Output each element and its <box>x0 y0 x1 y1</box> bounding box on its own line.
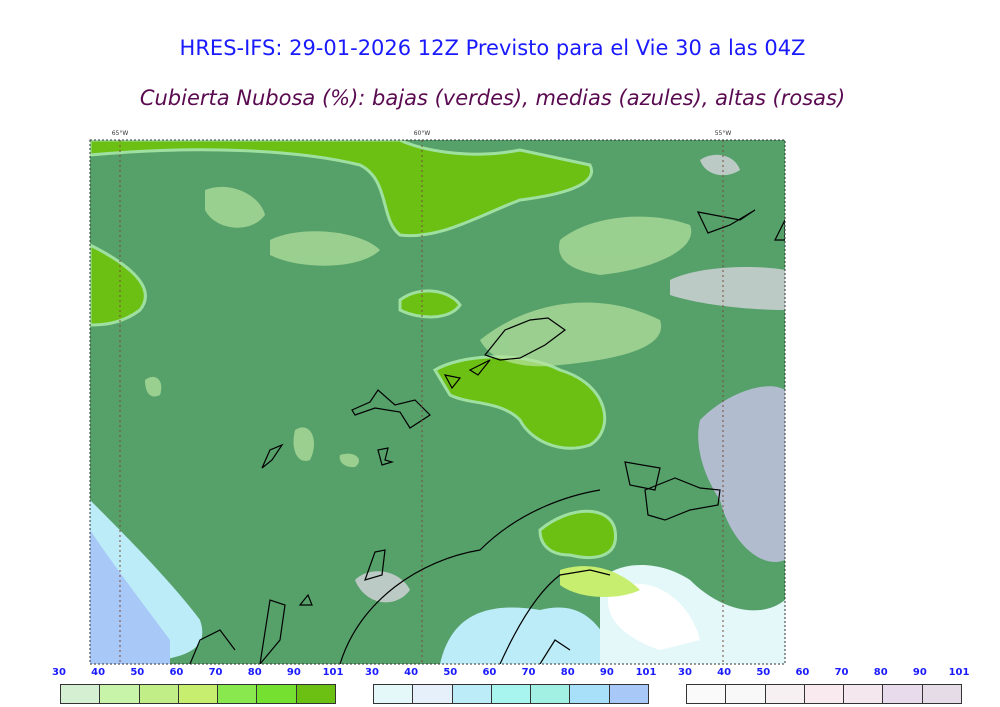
colorbar-swatch <box>452 685 492 703</box>
colorbar-swatch <box>922 685 961 703</box>
colorbar-swatch <box>413 685 453 703</box>
colorbar-swatch <box>178 685 219 703</box>
colorbar-tick-label: 50 <box>443 667 458 678</box>
colorbar-tick-label: 50 <box>130 667 145 678</box>
colorbar-tick-label: 40 <box>717 667 732 678</box>
colorbar-altas <box>686 684 962 704</box>
colorbar-tick-label: 60 <box>795 667 810 678</box>
colorbar-tick-label: 30 <box>52 667 66 678</box>
forecast-title: HRES-IFS: 29-01-2026 12Z Previsto para e… <box>179 36 806 60</box>
colorbar-tick-label: 40 <box>91 667 106 678</box>
colorbar-tick-label: 90 <box>599 667 614 678</box>
longitude-label: 60°W <box>413 130 431 137</box>
colorbar-tick-label: 30 <box>678 667 692 678</box>
colorbar-swatch <box>726 685 766 703</box>
colorbar-swatch <box>296 685 335 703</box>
colorbar-swatch <box>491 685 532 703</box>
colorbar-tick-label: 30 <box>365 667 379 678</box>
colorbar-tick-label: 70 <box>521 667 536 678</box>
colorbar-tick-label: 60 <box>482 667 497 678</box>
colorbar-swatch <box>139 685 179 703</box>
low-cloud-areas <box>90 140 617 559</box>
colorbar-swatch <box>883 685 923 703</box>
colorbar-swatch <box>687 685 727 703</box>
colorbar-swatch <box>100 685 140 703</box>
colorbar-bajas <box>60 684 336 704</box>
colorbar-tick-label: 60 <box>169 667 184 678</box>
colorbar-tick-label: 70 <box>208 667 223 678</box>
graticule <box>119 140 724 664</box>
map-frame <box>89 139 786 665</box>
colorbar-tick-label: 80 <box>560 667 575 678</box>
coastlines <box>189 209 785 664</box>
colorbar-tick-label: 80 <box>873 667 888 678</box>
colorbar-tick-label: 101 <box>635 667 657 678</box>
colorbar-tick-label: 101 <box>322 667 344 678</box>
colorbar-swatch <box>531 685 571 703</box>
colorbar-tick-label: 80 <box>247 667 262 678</box>
colorbar-swatch <box>257 685 297 703</box>
colorbar-swatch <box>61 685 101 703</box>
colorbar-tick-label: 40 <box>404 667 419 678</box>
colorbar-swatch <box>765 685 805 703</box>
colorbar-swatch <box>804 685 845 703</box>
forecast-subtitle: Cubierta Nubosa (%): bajas (verdes), med… <box>139 86 846 110</box>
colorbar-medias <box>373 684 649 704</box>
colorbar-tick-label: 90 <box>286 667 301 678</box>
colorbar-swatch <box>844 685 884 703</box>
colorbar-tick-label: 70 <box>834 667 849 678</box>
colorbar-swatch <box>570 685 610 703</box>
mid-cloud-areas <box>90 386 785 664</box>
low-cloud-light <box>145 186 692 468</box>
colorbar-tick-label: 90 <box>912 667 927 678</box>
colorbar-tick-label: 50 <box>756 667 771 678</box>
colorbar-swatch <box>218 685 258 703</box>
longitude-label: 55°W <box>714 130 732 137</box>
longitude-label: 65°W <box>111 130 129 137</box>
colorbar-swatch <box>609 685 648 703</box>
colorbar-swatch <box>374 685 414 703</box>
colorbar-tick-label: 101 <box>948 667 970 678</box>
